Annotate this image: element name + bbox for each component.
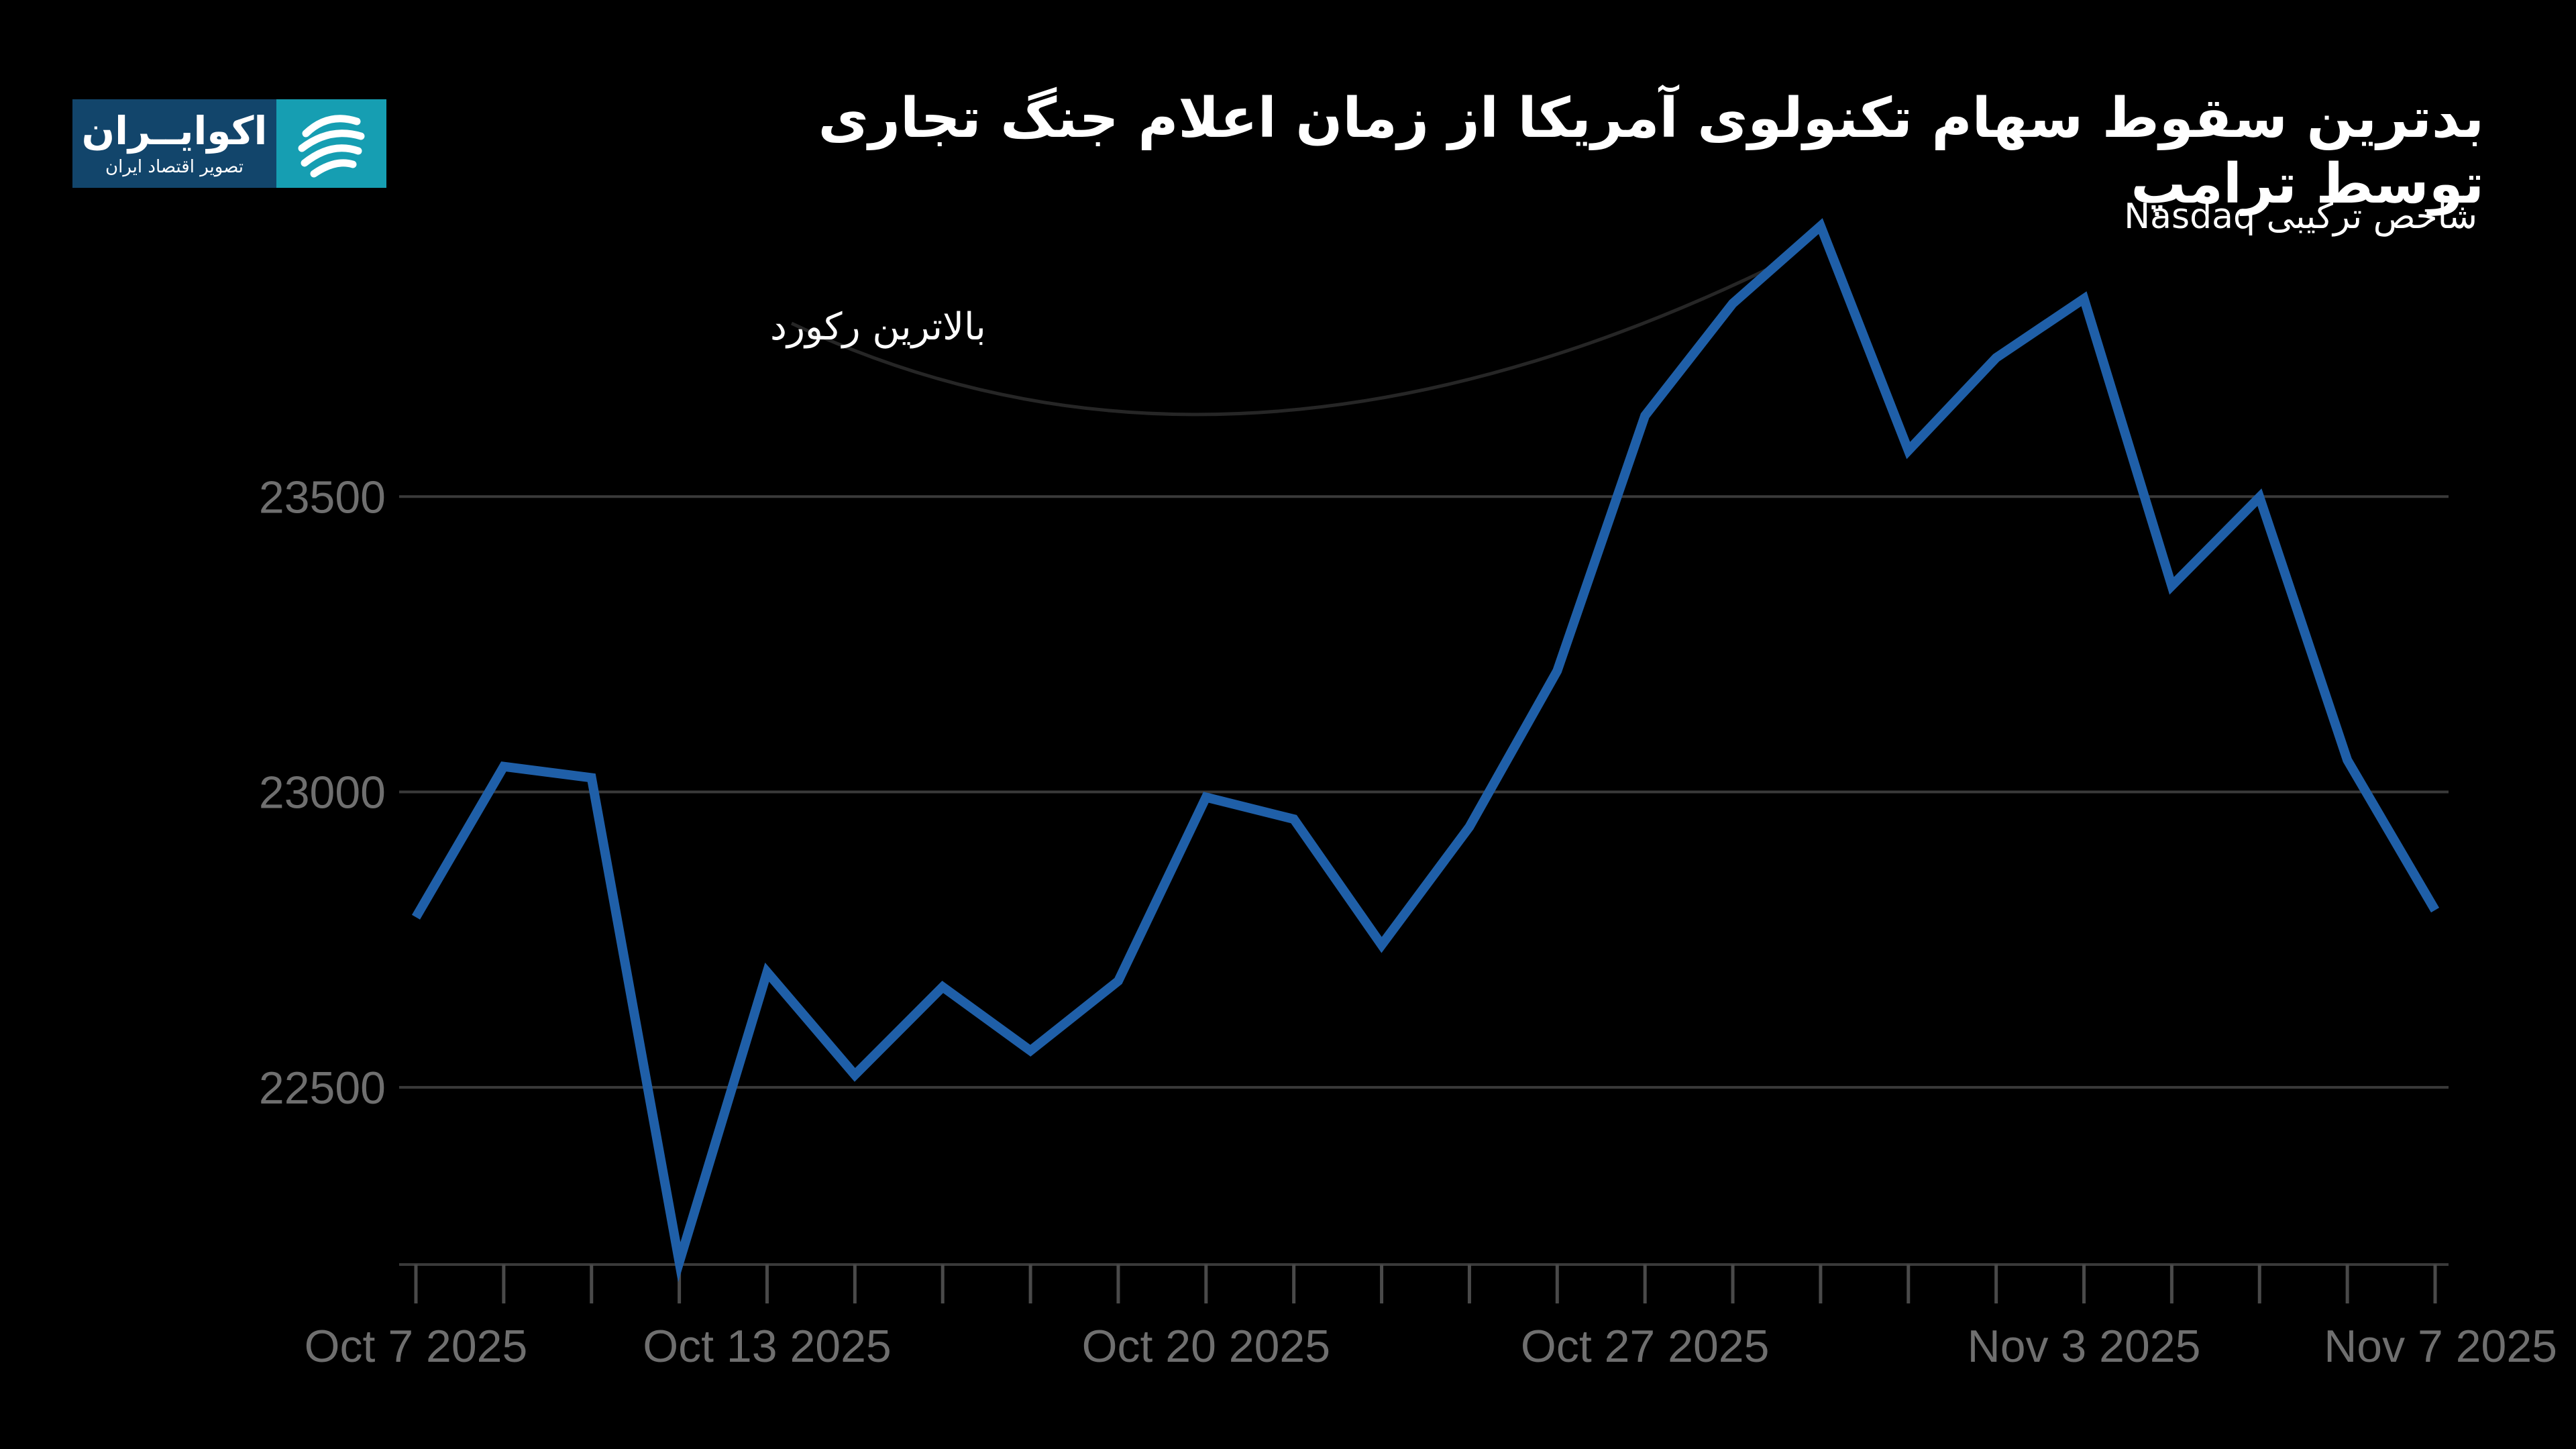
annotations: بالاترین رکورد [770,258,1788,417]
logo-name: اکوایــران [81,108,268,154]
x-tick-label: Oct 20 2025 [1082,1321,1330,1372]
y-tick-labels: 22500 23000 23500 [259,472,386,1114]
x-tick-label: Oct 13 2025 [643,1321,891,1372]
series [411,218,2440,1283]
x-tick-label: Oct 7 2025 [305,1321,528,1372]
chart-subtitle: شاخص ترکیبی Nasdaq [2124,197,2477,237]
annotation-connector [790,258,1788,417]
annotation-label: بالاترین رکورد [770,305,986,349]
ecoiran-logo: اکوایــران تصویر اقتصاد ایران [72,99,386,188]
x-axis [399,1263,2449,1303]
x-tick-label: Nov 7 2025 [2324,1321,2557,1372]
y-tick-label: 22500 [259,1063,386,1114]
y-tick-label: 23500 [259,472,386,523]
x-tick-labels: Oct 7 2025 Oct 13 2025 Oct 20 2025 Oct 27 2… [305,1321,2557,1372]
logo-tagline: تصویر اقتصاد ایران [105,157,244,177]
logo-text: اکوایــران تصویر اقتصاد ایران [72,99,276,188]
nasdaq-series-line [411,218,2440,1283]
grid-lines [399,495,2449,1089]
x-tick-label: Nov 3 2025 [1968,1321,2201,1372]
chart-title: بدترین سقوط سهام تکنولوی آمریکا از زمان … [818,87,2484,217]
swirl-logo-icon [276,99,386,188]
y-tick-label: 23000 [259,767,386,818]
x-tick-label: Oct 27 2025 [1521,1321,1769,1372]
